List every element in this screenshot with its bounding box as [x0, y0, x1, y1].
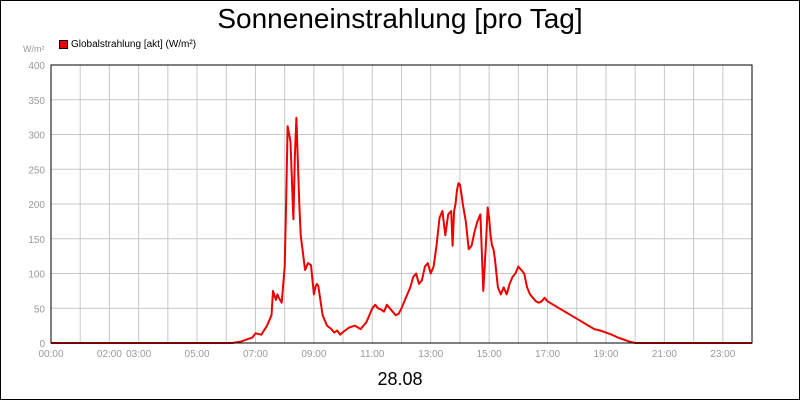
y-tick-label: 200	[28, 200, 45, 211]
y-axis-unit: W/m²	[23, 44, 45, 54]
x-tick-label: 15:00	[477, 349, 502, 360]
legend-swatch	[59, 40, 68, 49]
x-tick-label: 19:00	[593, 349, 618, 360]
y-tick-label: 350	[28, 96, 45, 107]
legend: Globalstrahlung [akt] (W/m²)	[59, 39, 196, 50]
x-tick-label: 09:00	[301, 349, 326, 360]
y-tick-label: 400	[28, 61, 45, 72]
x-tick-label: 17:00	[535, 349, 560, 360]
x-tick-label: 11:00	[360, 349, 385, 360]
y-tick-label: 50	[34, 304, 46, 315]
x-tick-label: 02:00	[97, 349, 122, 360]
y-tick-label: 300	[28, 131, 45, 142]
x-axis-date-label: 28.08	[377, 369, 423, 389]
legend-label: Globalstrahlung [akt] (W/m²)	[71, 39, 197, 50]
x-tick-label: 07:00	[243, 349, 268, 360]
x-tick-label: 23:00	[710, 349, 735, 360]
plot-border	[50, 64, 753, 344]
chart-title: Sonneneinstrahlung [pro Tag]	[217, 3, 583, 34]
x-tick-label: 00:00	[38, 349, 63, 360]
series-line-globalstrahlung	[51, 116, 752, 344]
x-tick-label: 03:00	[126, 349, 151, 360]
x-tick-label: 05:00	[185, 349, 210, 360]
x-tick-label: 13:00	[418, 349, 443, 360]
y-tick-label: 150	[28, 235, 45, 246]
y-tick-label: 0	[39, 339, 45, 350]
y-tick-label: 100	[28, 270, 45, 281]
y-tick-label: 250	[28, 165, 45, 176]
x-tick-label: 21:00	[652, 349, 677, 360]
